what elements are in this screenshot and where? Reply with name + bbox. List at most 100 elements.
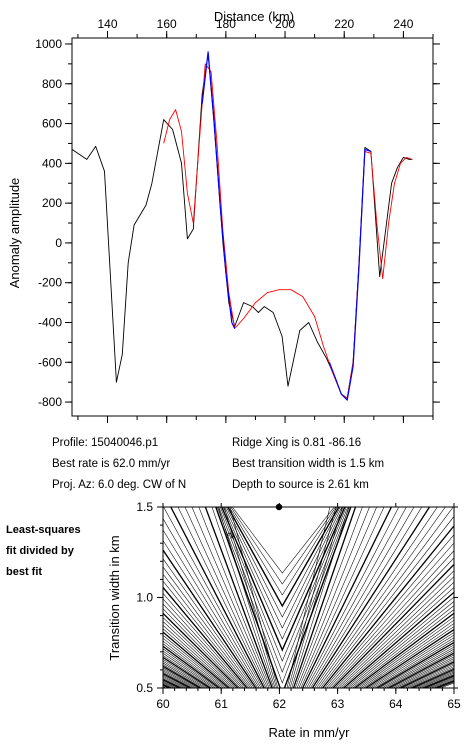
contour-line-left — [0, 507, 186, 698]
contour-inner — [220, 507, 347, 662]
contour-line-left — [0, 507, 185, 698]
y-tick-label: -400 — [38, 315, 62, 329]
contour-line-left — [163, 603, 243, 688]
info-best-rate: Best rate is 62.0 mm/yr — [52, 458, 171, 470]
contour-line-right — [330, 557, 454, 688]
contour-line-right — [328, 550, 454, 688]
contour-lines — [0, 507, 454, 698]
contour-y-tick-label: 1.0 — [136, 591, 153, 605]
y-tick-label: 400 — [42, 156, 62, 170]
contour-line-right — [288, 507, 337, 688]
contour-line-left — [163, 624, 234, 688]
contour-inner — [230, 507, 337, 585]
y-tick-label: 200 — [42, 196, 62, 210]
contour-line-right — [410, 668, 454, 688]
contour-line-right — [345, 596, 454, 688]
contour-line-left — [163, 628, 232, 688]
contour-line-left — [163, 612, 240, 688]
contour-line-right — [342, 591, 454, 688]
contour-x-tick-label: 62 — [273, 697, 287, 711]
contour-line-right — [392, 656, 454, 688]
x-tick-label: 240 — [393, 17, 413, 31]
contour-line-right — [397, 659, 454, 688]
contour-line-left — [163, 678, 184, 688]
contour-line-right — [326, 542, 454, 688]
top-chart-series — [71, 51, 413, 401]
contour-line-left — [177, 507, 267, 688]
contour-inner — [224, 507, 343, 629]
misfit-contour-chart: 60 61 62 63 64 65 0.5 1.0 1.5 2 Rate in mm/yr Tr… — [0, 500, 461, 740]
contour-line-left — [184, 507, 268, 688]
contour-inner — [217, 507, 350, 684]
contour-inner — [229, 507, 338, 596]
contour-line-right — [404, 664, 454, 688]
contour-line-left — [163, 580, 250, 688]
x-tick-label: 200 — [275, 17, 295, 31]
contour-line-right — [341, 587, 454, 688]
contour-inner — [226, 507, 341, 618]
contour-line-right — [336, 576, 454, 688]
contour-line-right — [298, 507, 377, 688]
contour-line-right — [314, 507, 438, 688]
contour-line-right — [292, 507, 357, 688]
contour-line-right — [375, 641, 454, 688]
contour-x-tick-label: 63 — [331, 697, 345, 711]
fit-note: Least-squares fit divided by best fit — [6, 520, 81, 583]
contour-line-left — [163, 540, 258, 688]
info-proj-az: Proj. Az: 6.0 deg. CW of N — [52, 479, 187, 491]
top-chart-title: Distance (km) — [214, 9, 294, 24]
y-tick-label: 600 — [42, 117, 62, 131]
contour-line-left — [163, 529, 260, 688]
contour-line-left — [224, 507, 277, 688]
contour-line-left — [163, 592, 246, 688]
contour-line-left — [163, 656, 212, 688]
contour-line-left — [0, 507, 183, 698]
contour-line-right — [353, 612, 454, 688]
contour-line-left — [191, 507, 270, 688]
x-tick-label: 180 — [216, 17, 236, 31]
contour-y-tick-label: 0.5 — [136, 681, 153, 695]
contour-line-left — [163, 648, 219, 688]
contour-line-left — [163, 621, 235, 688]
y-tick-label: 800 — [42, 77, 62, 91]
top-chart-frame — [71, 37, 434, 417]
contour-line-left — [163, 686, 167, 688]
y-tick-label: -800 — [38, 395, 62, 409]
contour-line-left — [163, 640, 224, 688]
contour-inner — [232, 507, 335, 574]
contour-x-tick-label: 65 — [447, 697, 461, 711]
contour-line-right — [324, 534, 454, 688]
contour-line-left — [163, 680, 179, 688]
contour-line-left — [163, 598, 244, 688]
contour-line-right — [301, 507, 392, 688]
contour-line-right — [358, 619, 454, 688]
contour-line-left — [163, 660, 207, 688]
info-best-width: Best transition width is 1.5 km — [232, 458, 385, 470]
series-line-3 — [328, 148, 372, 401]
contour-line-right — [308, 507, 415, 688]
x-tick-label: 220 — [334, 17, 354, 31]
contour-line-right — [296, 507, 370, 688]
contour-line-left — [163, 507, 263, 688]
contour-line-right — [316, 507, 446, 688]
series-line-2 — [201, 51, 236, 329]
contour-line-right — [364, 628, 454, 688]
info-profile: Profile: 15040046.p1 — [52, 437, 159, 449]
contour-line-right — [339, 581, 454, 688]
contour-line-left — [163, 566, 253, 688]
contour-line-right — [311, 507, 431, 688]
contour-line-left — [163, 608, 241, 688]
top-chart-ylabel: Anomaly amplitude — [7, 178, 22, 289]
contour-line-right — [294, 507, 363, 688]
contour-line-right — [381, 646, 454, 688]
contour-line-left — [204, 507, 273, 688]
contour-line-left — [211, 507, 274, 688]
contour-line-right — [378, 644, 454, 688]
contour-line-right — [349, 605, 454, 688]
contour-line-left — [163, 634, 228, 688]
contour-y-tick-label: 1.5 — [136, 500, 153, 514]
contour-inner — [218, 507, 349, 673]
y-tick-label: 1000 — [35, 37, 62, 51]
contour-line-right — [360, 623, 454, 688]
contour-line-left — [0, 507, 181, 698]
